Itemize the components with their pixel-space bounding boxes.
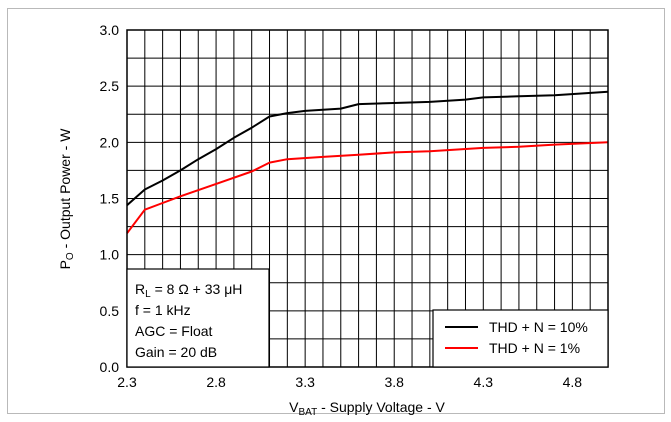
condition-frequency: f = 1 kHz xyxy=(135,302,191,318)
y-tick-label: 0.0 xyxy=(100,359,120,375)
condition-gain: Gain = 20 dB xyxy=(135,344,217,360)
x-tick-label: 2.3 xyxy=(117,374,137,390)
x-axis-title-rest: - Supply Voltage - V xyxy=(317,399,445,415)
series-line-thd-1 xyxy=(126,141,609,234)
x-tick-label: 3.8 xyxy=(384,374,404,390)
x-axis-title-main: V xyxy=(289,399,299,415)
x-tick-label: 4.3 xyxy=(474,374,494,390)
series-line-thd-10 xyxy=(126,90,609,206)
condition-load-main: R xyxy=(135,281,145,297)
condition-load-subscript: L xyxy=(145,289,151,300)
x-axis-title: VBAT - Supply Voltage - V xyxy=(289,399,445,418)
y-tick-label: 0.5 xyxy=(100,303,120,319)
legend-label-thd-1: THD + N = 1% xyxy=(489,340,580,356)
condition-load: RL = 8 Ω + 33 μH xyxy=(135,281,242,300)
chart-frame xyxy=(7,8,665,414)
series-lines xyxy=(126,90,609,234)
y-tick-label: 1.5 xyxy=(100,191,120,207)
y-tick-label: 1.0 xyxy=(100,247,120,263)
legend-border xyxy=(432,309,609,368)
y-tick-label: 3.0 xyxy=(100,22,120,38)
condition-load-rest: = 8 Ω + 33 μH xyxy=(151,281,243,297)
y-axis-title: PO - Output Power - W xyxy=(57,128,76,270)
x-tick-label: 2.8 xyxy=(206,374,226,390)
legend-label-thd-10: THD + N = 10% xyxy=(489,319,588,335)
x-axis-title-subscript: BAT xyxy=(298,407,317,418)
legend: THD + N = 10% THD + N = 1% xyxy=(432,309,609,368)
conditions-box-border xyxy=(126,268,270,368)
y-axis-title-rest: - Output Power - W xyxy=(57,128,73,252)
condition-agc: AGC = Float xyxy=(135,323,213,339)
plot-area-border xyxy=(126,29,609,368)
x-tick-label: 4.8 xyxy=(563,374,583,390)
y-tick-label: 2.0 xyxy=(100,134,120,150)
y-tick-label: 2.5 xyxy=(100,78,120,94)
x-tick-label: 3.3 xyxy=(295,374,315,390)
y-axis-title-subscript: O xyxy=(65,252,76,260)
y-axis-title-main: P xyxy=(57,260,73,269)
tick-labels: 2.3 2.8 3.3 3.8 4.3 4.8 0.0 0.5 1.0 1.5 2.0 2.5 3.0 xyxy=(100,22,583,390)
conditions-box: RL = 8 Ω + 33 μH f = 1 kHz AGC = Float G… xyxy=(126,268,270,368)
